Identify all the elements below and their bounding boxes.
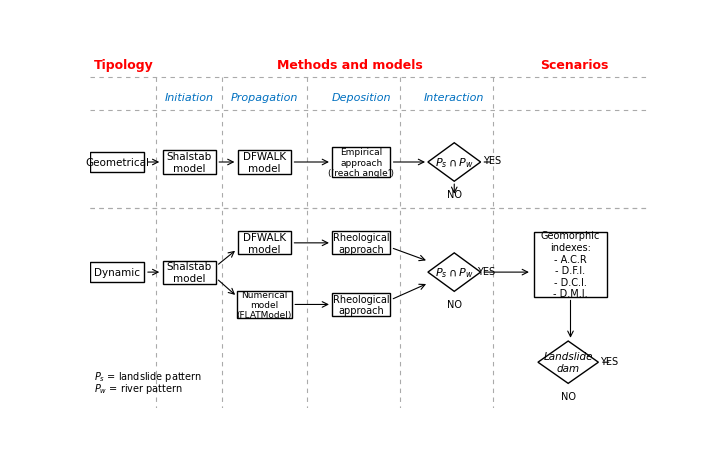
FancyBboxPatch shape [163,151,215,174]
Text: Scenarios: Scenarios [540,59,608,73]
Text: $P_s \cap P_w$: $P_s \cap P_w$ [435,266,474,280]
Polygon shape [538,341,598,384]
Text: Tipology: Tipology [94,59,153,73]
Text: Geomorphic
indexes:
- A.C.R
- D.F.I.
- D.C.I.
- D.M.I.: Geomorphic indexes: - A.C.R - D.F.I. - D… [541,231,600,299]
Text: YES: YES [600,356,618,366]
FancyBboxPatch shape [332,232,390,255]
Text: Methods and models: Methods and models [276,59,423,73]
Text: Rheological
approach: Rheological approach [333,294,390,316]
FancyBboxPatch shape [90,153,144,173]
Polygon shape [428,143,481,182]
Text: Interaction: Interaction [424,92,485,102]
Polygon shape [428,253,481,292]
Text: NO: NO [446,299,462,309]
Text: Landslide
dam: Landslide dam [544,352,593,373]
Text: NO: NO [446,190,462,200]
FancyBboxPatch shape [332,147,390,178]
FancyBboxPatch shape [332,293,390,316]
Text: NO: NO [561,391,576,401]
Text: $P_s \cap P_w$: $P_s \cap P_w$ [435,156,474,169]
Text: $P_w$ = river pattern: $P_w$ = river pattern [94,381,183,395]
FancyBboxPatch shape [163,261,215,284]
FancyBboxPatch shape [238,151,291,174]
Text: $P_s$ = landslide pattern: $P_s$ = landslide pattern [94,369,202,383]
FancyBboxPatch shape [238,291,292,319]
Text: Geometrical: Geometrical [85,157,149,168]
Text: DFWALK
model: DFWALK model [243,233,286,254]
Text: DFWALK
model: DFWALK model [243,152,286,174]
Text: YES: YES [477,266,495,276]
Text: Propagation: Propagation [230,92,298,102]
Text: Deposition: Deposition [331,92,391,102]
Text: Shalstab
model: Shalstab model [166,152,212,174]
Text: Empirical
approach
(‘reach angle’): Empirical approach (‘reach angle’) [328,148,395,178]
Text: Rheological
approach: Rheological approach [333,233,390,254]
FancyBboxPatch shape [534,232,607,297]
Text: Initiation: Initiation [165,92,214,102]
Text: Shalstab
model: Shalstab model [166,262,212,283]
FancyBboxPatch shape [90,263,144,282]
Text: YES: YES [483,156,501,166]
Text: Dynamic: Dynamic [94,268,140,278]
FancyBboxPatch shape [238,232,291,255]
Text: Numerical
model
(FLATModel): Numerical model (FLATModel) [237,290,292,319]
